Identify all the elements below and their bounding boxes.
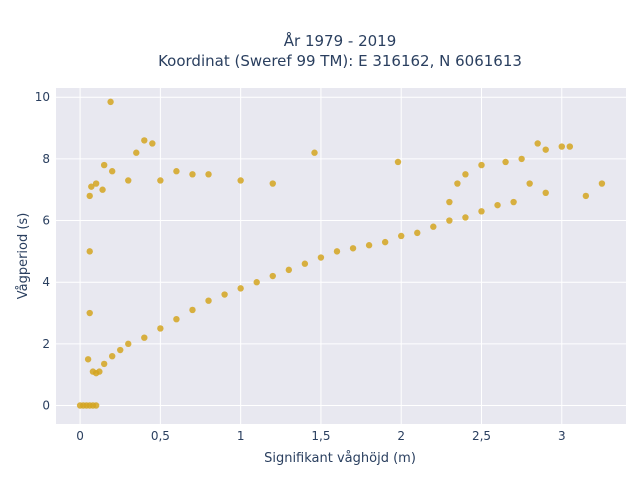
data-point bbox=[141, 137, 148, 144]
data-point bbox=[84, 356, 92, 363]
y-tick-label: 0 bbox=[42, 399, 50, 413]
data-point bbox=[526, 180, 533, 187]
data-point bbox=[502, 158, 509, 166]
data-point bbox=[141, 334, 148, 341]
data-point bbox=[478, 208, 485, 215]
y-tick-label: 8 bbox=[42, 152, 50, 166]
data-point bbox=[311, 149, 318, 156]
data-point bbox=[534, 140, 541, 147]
data-point bbox=[173, 315, 180, 323]
data-point bbox=[398, 232, 405, 240]
data-point bbox=[88, 183, 95, 190]
data-point bbox=[125, 340, 132, 348]
data-point bbox=[446, 217, 453, 224]
data-point bbox=[478, 161, 485, 169]
x-tick-labels: 0 0,5 1 1,5 2 2,5 3 bbox=[76, 429, 565, 443]
data-point bbox=[542, 189, 549, 197]
y-tick-label: 2 bbox=[42, 337, 50, 351]
data-point bbox=[510, 198, 517, 206]
data-point bbox=[117, 346, 124, 354]
data-point bbox=[269, 272, 276, 280]
x-tick-label: 0,5 bbox=[151, 429, 170, 443]
y-tick-label: 6 bbox=[42, 214, 50, 228]
data-point bbox=[92, 402, 100, 409]
data-point bbox=[394, 158, 402, 166]
data-point bbox=[414, 229, 421, 237]
data-point bbox=[454, 180, 461, 187]
data-point bbox=[558, 143, 565, 150]
data-point bbox=[173, 168, 180, 175]
data-point bbox=[237, 285, 244, 292]
data-point bbox=[317, 254, 325, 261]
data-point bbox=[566, 143, 574, 150]
y-tick-label: 10 bbox=[35, 90, 50, 104]
data-point bbox=[333, 248, 341, 255]
data-point bbox=[494, 201, 501, 209]
data-point bbox=[205, 297, 212, 304]
plot-area bbox=[56, 88, 626, 424]
data-point bbox=[221, 291, 228, 298]
data-point bbox=[157, 325, 164, 332]
data-point bbox=[237, 177, 244, 184]
y-tick-label: 4 bbox=[42, 275, 50, 289]
data-point bbox=[598, 180, 606, 187]
x-tick-label: 2,5 bbox=[472, 429, 491, 443]
data-point bbox=[189, 171, 196, 178]
data-point bbox=[205, 171, 212, 178]
data-point bbox=[92, 180, 100, 187]
data-point bbox=[96, 368, 103, 375]
x-tick-label: 1 bbox=[237, 429, 245, 443]
data-point bbox=[381, 238, 389, 246]
data-point bbox=[99, 186, 106, 193]
data-point bbox=[285, 266, 293, 274]
data-point bbox=[301, 260, 309, 267]
data-point bbox=[125, 177, 132, 184]
chart-subtitle: Koordinat (Sweref 99 TM): E 316162, N 60… bbox=[158, 52, 522, 70]
data-point bbox=[133, 149, 140, 156]
data-point bbox=[582, 192, 590, 200]
data-point bbox=[349, 245, 357, 252]
data-point bbox=[100, 360, 108, 368]
data-point bbox=[462, 171, 469, 178]
data-point bbox=[189, 306, 196, 314]
chart-title: År 1979 - 2019 bbox=[284, 31, 397, 50]
data-point bbox=[542, 146, 549, 153]
data-point bbox=[86, 309, 93, 317]
data-point bbox=[86, 192, 93, 200]
data-point bbox=[365, 242, 373, 249]
data-point bbox=[269, 180, 276, 187]
data-point bbox=[100, 161, 108, 169]
x-tick-label: 3 bbox=[558, 429, 566, 443]
data-point bbox=[108, 168, 116, 175]
data-point bbox=[107, 98, 114, 106]
data-point bbox=[462, 214, 469, 221]
data-point bbox=[446, 198, 453, 206]
data-point bbox=[157, 177, 164, 184]
x-tick-label: 0 bbox=[76, 429, 84, 443]
gridlines bbox=[56, 88, 626, 424]
data-points bbox=[76, 98, 606, 409]
data-point bbox=[430, 223, 437, 230]
x-axis-label: Signifikant våghöjd (m) bbox=[264, 451, 416, 466]
data-point bbox=[253, 279, 260, 286]
data-point bbox=[108, 352, 116, 360]
x-tick-label: 1,5 bbox=[311, 429, 330, 443]
data-point bbox=[149, 140, 156, 147]
y-axis-label: Vågperiod (s) bbox=[16, 213, 31, 300]
data-point bbox=[86, 248, 93, 255]
y-tick-labels: 0 2 4 6 8 10 bbox=[35, 90, 50, 412]
x-tick-label: 2 bbox=[397, 429, 405, 443]
data-point bbox=[518, 155, 525, 163]
